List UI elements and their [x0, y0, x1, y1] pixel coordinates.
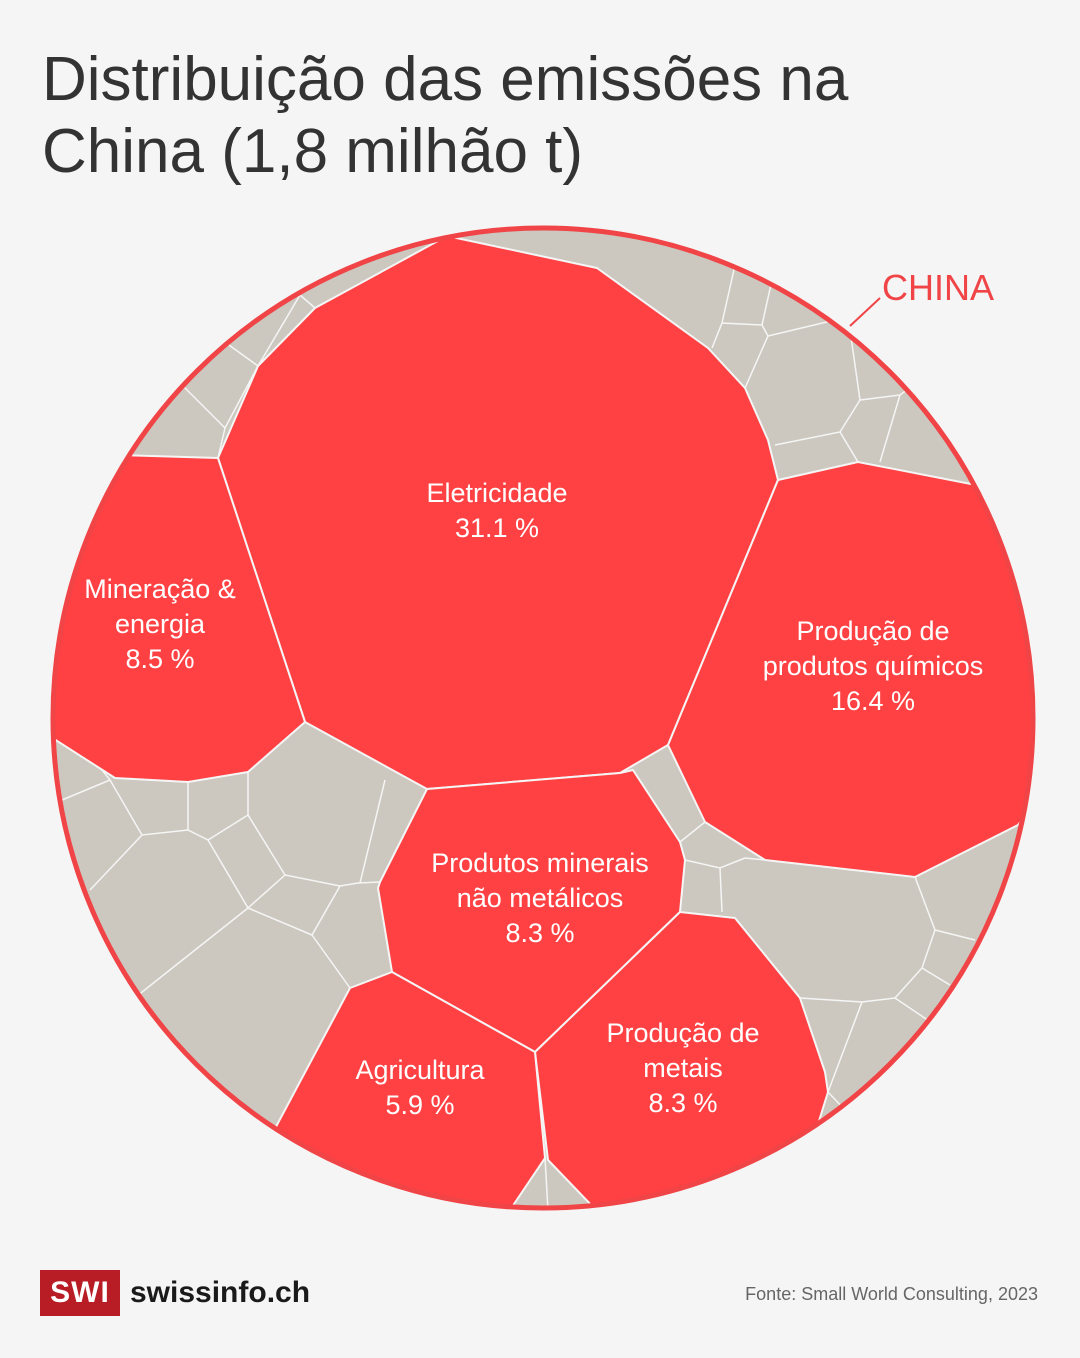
sector-name-label: não metálicos [457, 883, 624, 913]
cell-quimicos [667, 461, 1033, 878]
title-line-2: China (1,8 milhão t) [42, 117, 584, 186]
highlight-cells [53, 235, 1033, 1208]
sector-value-label: 8.5 % [125, 644, 194, 674]
swi-logo-site: swissinfo.ch [130, 1276, 311, 1309]
sector-value-label: 31.1 % [455, 513, 539, 543]
sector-value-label: 5.9 % [385, 1090, 454, 1120]
sector-name-label: produtos químicos [763, 651, 984, 681]
sector-value-label: 8.3 % [505, 918, 574, 948]
minor-cell-borders [53, 264, 976, 1208]
sector-name-label: energia [115, 609, 206, 639]
sector-name-label: Produtos minerais [431, 848, 649, 878]
sector-name-label: Mineração & [84, 574, 236, 604]
sector-name-label: Produção de [606, 1018, 759, 1048]
sector-value-label: 16.4 % [831, 686, 915, 716]
title-line-1: Distribuição das emissões na [42, 45, 849, 114]
swi-logo-box: SWI [40, 1270, 120, 1316]
chart-title: Distribuição das emissões na China (1,8 … [42, 44, 1042, 188]
sector-name-label: metais [643, 1053, 723, 1083]
sector-name-label: Produção de [796, 616, 949, 646]
china-outline-ring [50, 225, 1036, 1211]
sector-name-label: Eletricidade [426, 478, 567, 508]
china-label: CHINA [882, 267, 994, 308]
sector-labels: Eletricidade 31.1 % Produção de produtos qu… [84, 478, 983, 1120]
cell-eletricidade [217, 235, 779, 790]
cells-group [53, 228, 1033, 1208]
sector-value-label: 8.3 % [648, 1088, 717, 1118]
china-label-leader [849, 297, 881, 327]
source-note: Fonte: Small World Consulting, 2023 [745, 1284, 1038, 1304]
sector-name-label: Agricultura [355, 1055, 485, 1085]
swissinfo-logo[interactable]: SWI swissinfo.ch [40, 1270, 310, 1316]
